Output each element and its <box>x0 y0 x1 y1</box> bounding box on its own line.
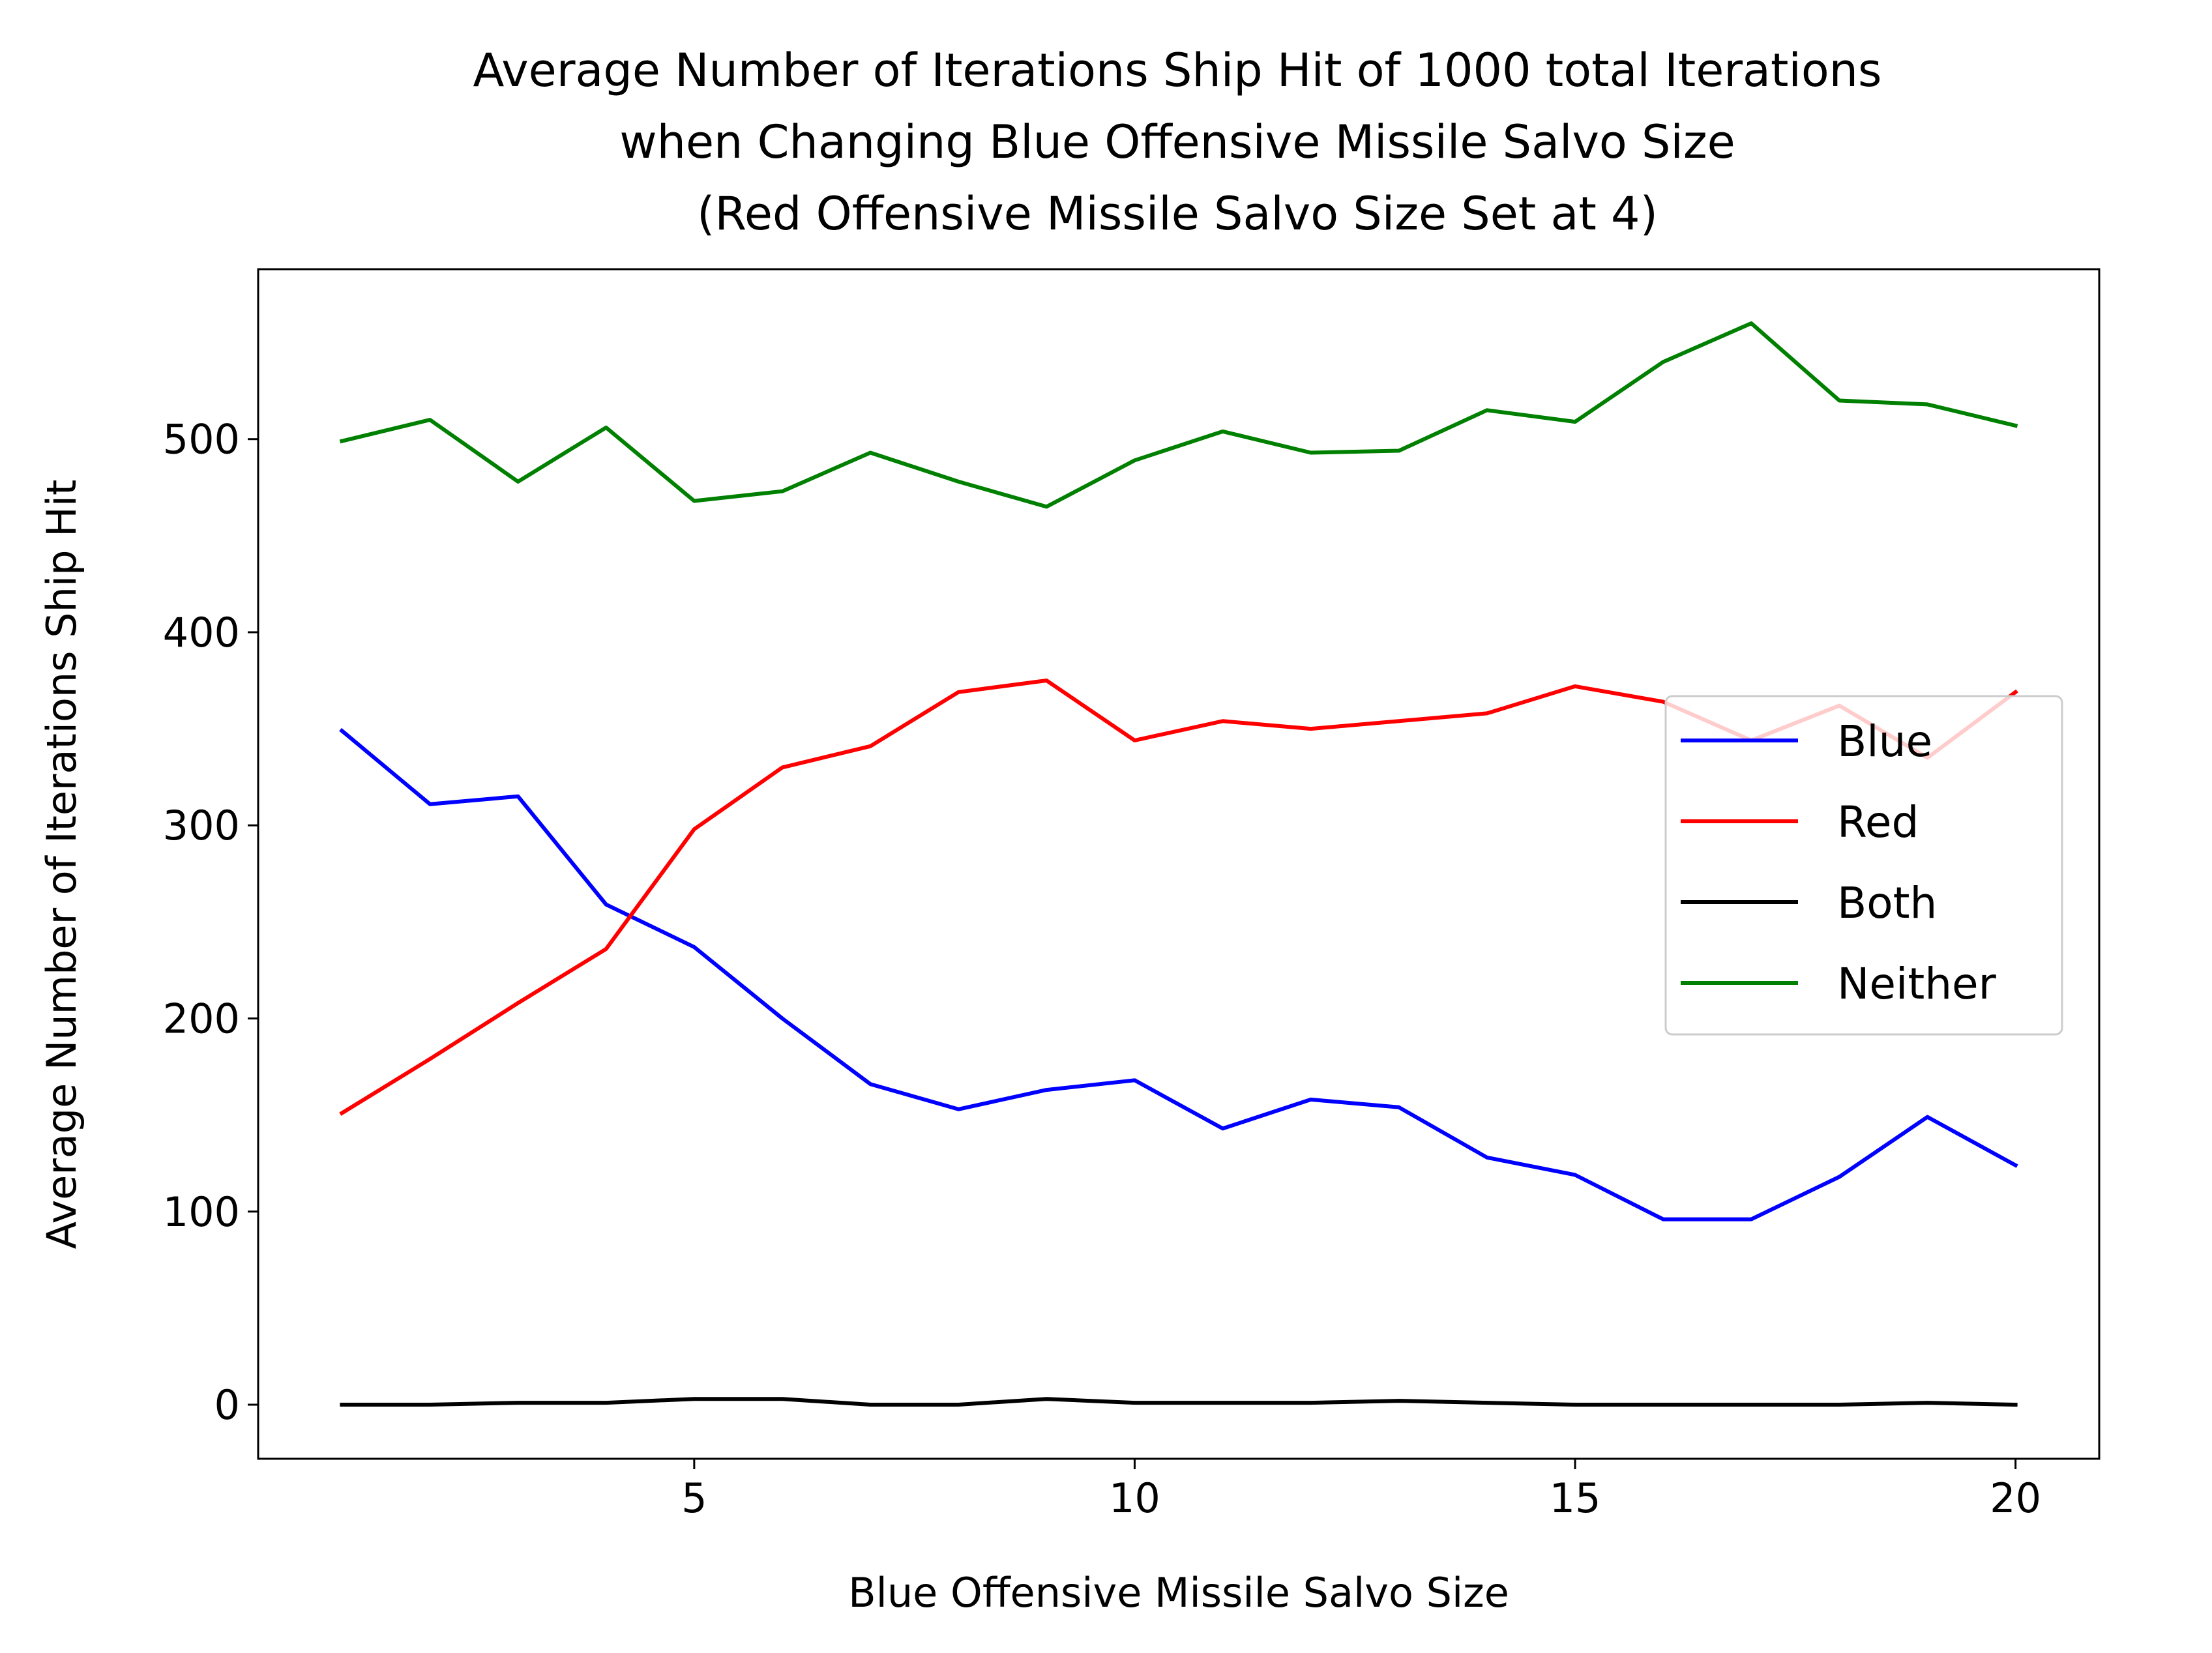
y-tick-label: 200 <box>163 995 240 1043</box>
x-axis-label: Blue Offensive Missile Salvo Size <box>848 1569 1509 1616</box>
legend-label-blue: Blue <box>1837 716 1932 767</box>
chart-title: Average Number of Iterations Ship Hit of… <box>473 44 1881 241</box>
x-tick-label: 10 <box>1109 1474 1160 1522</box>
y-tick-label: 0 <box>214 1381 240 1429</box>
y-tick-label: 400 <box>163 609 240 656</box>
x-tick-label: 5 <box>681 1474 707 1522</box>
legend: Blue Red Both Neither <box>1664 695 2063 1036</box>
series-line-both <box>340 1397 2018 1407</box>
series-line-blue <box>339 727 2018 1221</box>
legend-box <box>1664 695 2063 1036</box>
y-tick-label: 100 <box>163 1188 240 1236</box>
series-line-neither <box>339 321 2018 509</box>
x-tick-label: 15 <box>1550 1474 1601 1522</box>
title-line-2: when Changing Blue Offensive Missile Sal… <box>619 115 1735 169</box>
x-tick-label: 20 <box>1990 1474 2041 1522</box>
axes-frame <box>257 268 2101 1460</box>
y-tick-label: 500 <box>163 416 240 463</box>
legend-label-neither: Neither <box>1837 959 1997 1009</box>
y-tick-label: 300 <box>163 802 240 849</box>
y-axis-label: Average Number of Iterations Ship Hit <box>38 480 85 1250</box>
title-line-3: (Red Offensive Missile Salvo Size Set at… <box>697 187 1658 241</box>
title-line-1: Average Number of Iterations Ship Hit of… <box>473 44 1881 97</box>
legend-label-both: Both <box>1837 878 1937 928</box>
legend-label-red: Red <box>1837 797 1919 847</box>
